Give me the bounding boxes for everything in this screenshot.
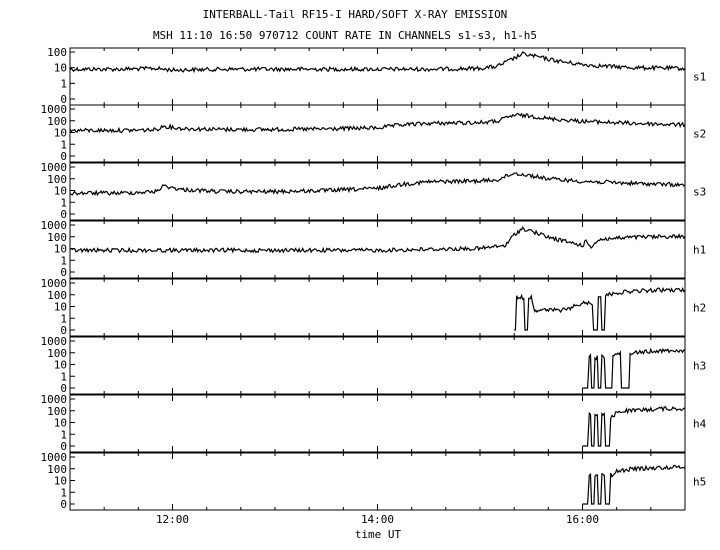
y-tick-label-h1-1000: 1000 bbox=[41, 219, 68, 232]
x-tick-label-1600: 16:00 bbox=[566, 513, 599, 526]
y-tick-label-h2-10: 10 bbox=[54, 301, 67, 314]
panel-frame-s3 bbox=[69, 162, 686, 221]
y-tick-label-s3-1: 1 bbox=[60, 196, 67, 209]
y-tick-label-h2-100: 100 bbox=[47, 289, 67, 302]
y-tick-label-s3-10: 10 bbox=[54, 185, 67, 198]
y-tick-label-s2-1000: 1000 bbox=[41, 103, 68, 116]
panel-label-h4: h4 bbox=[693, 418, 707, 431]
series-line-s2 bbox=[69, 112, 686, 134]
series-line-h5 bbox=[582, 464, 686, 505]
panel-frame-h5 bbox=[69, 452, 686, 511]
y-tick-label-s2-100: 100 bbox=[47, 115, 67, 128]
y-tick-label-h5-1: 1 bbox=[60, 486, 67, 499]
y-tick-label-h4-100: 100 bbox=[47, 405, 67, 418]
y-tick-label-h3-100: 100 bbox=[47, 347, 67, 360]
series-line-h3 bbox=[582, 347, 686, 389]
panel-frame-h3 bbox=[69, 336, 686, 395]
panel-label-s1: s1 bbox=[693, 71, 706, 84]
y-tick-label-s2-0: 0 bbox=[60, 150, 67, 163]
x-tick-label-1200: 12:00 bbox=[156, 513, 189, 526]
series-line-h2 bbox=[514, 286, 686, 331]
y-tick-label-h2-0: 0 bbox=[60, 324, 67, 337]
series-line-s1 bbox=[69, 51, 686, 74]
y-tick-label-h3-10: 10 bbox=[54, 359, 67, 372]
y-tick-label-h2-1: 1 bbox=[60, 312, 67, 325]
panel-label-h2: h2 bbox=[693, 302, 706, 315]
panel-label-h1: h1 bbox=[693, 244, 706, 257]
panel-frame-s1 bbox=[69, 47, 686, 106]
y-tick-label-h4-1: 1 bbox=[60, 428, 67, 441]
series-line-h1 bbox=[69, 226, 686, 254]
y-tick-label-h5-0: 0 bbox=[60, 498, 67, 511]
panel-label-s2: s2 bbox=[693, 128, 706, 141]
y-tick-label-h3-0: 0 bbox=[60, 382, 67, 395]
y-tick-label-s1-0: 0 bbox=[60, 93, 67, 106]
y-tick-label-s3-1000: 1000 bbox=[41, 161, 68, 174]
series-line-h4 bbox=[582, 406, 686, 447]
panel-frame-h4 bbox=[69, 394, 686, 453]
y-tick-label-h1-0: 0 bbox=[60, 266, 67, 279]
y-tick-label-h4-10: 10 bbox=[54, 417, 67, 430]
y-tick-label-s2-10: 10 bbox=[54, 127, 67, 140]
y-tick-label-h4-1000: 1000 bbox=[41, 393, 68, 406]
y-tick-label-s3-100: 100 bbox=[47, 173, 67, 186]
y-tick-label-h1-1: 1 bbox=[60, 254, 67, 267]
panels-group: 1001010s110001001010s210001001010s310001… bbox=[41, 46, 707, 526]
chart-title: INTERBALL-Tail RF15-I HARD/SOFT X-RAY EM… bbox=[203, 8, 508, 21]
panel-frame-s2 bbox=[69, 104, 686, 163]
y-tick-label-h3-1000: 1000 bbox=[41, 335, 68, 348]
y-tick-label-s1-10: 10 bbox=[54, 62, 67, 75]
panel-label-h3: h3 bbox=[693, 360, 706, 373]
y-tick-label-h1-10: 10 bbox=[54, 243, 67, 256]
panel-label-s3: s3 bbox=[693, 186, 706, 199]
x-tick-label-1400: 14:00 bbox=[361, 513, 394, 526]
y-tick-label-s1-1: 1 bbox=[60, 77, 67, 90]
series-line-s3 bbox=[69, 172, 686, 197]
y-tick-label-h5-100: 100 bbox=[47, 463, 67, 476]
y-tick-label-s3-0: 0 bbox=[60, 208, 67, 221]
y-tick-label-h3-1: 1 bbox=[60, 370, 67, 383]
y-tick-label-h4-0: 0 bbox=[60, 440, 67, 453]
y-tick-label-h1-100: 100 bbox=[47, 231, 67, 244]
y-tick-label-h5-10: 10 bbox=[54, 475, 67, 488]
y-tick-label-h5-1000: 1000 bbox=[41, 451, 68, 464]
y-tick-label-s2-1: 1 bbox=[60, 138, 67, 151]
y-tick-label-h2-1000: 1000 bbox=[41, 277, 68, 290]
x-axis-label: time UT bbox=[355, 528, 402, 541]
panel-label-h5: h5 bbox=[693, 476, 706, 489]
chart-subtitle: MSH 11:10 16:50 970712 COUNT RATE IN CHA… bbox=[153, 29, 537, 42]
y-tick-label-s1-100: 100 bbox=[47, 46, 67, 59]
